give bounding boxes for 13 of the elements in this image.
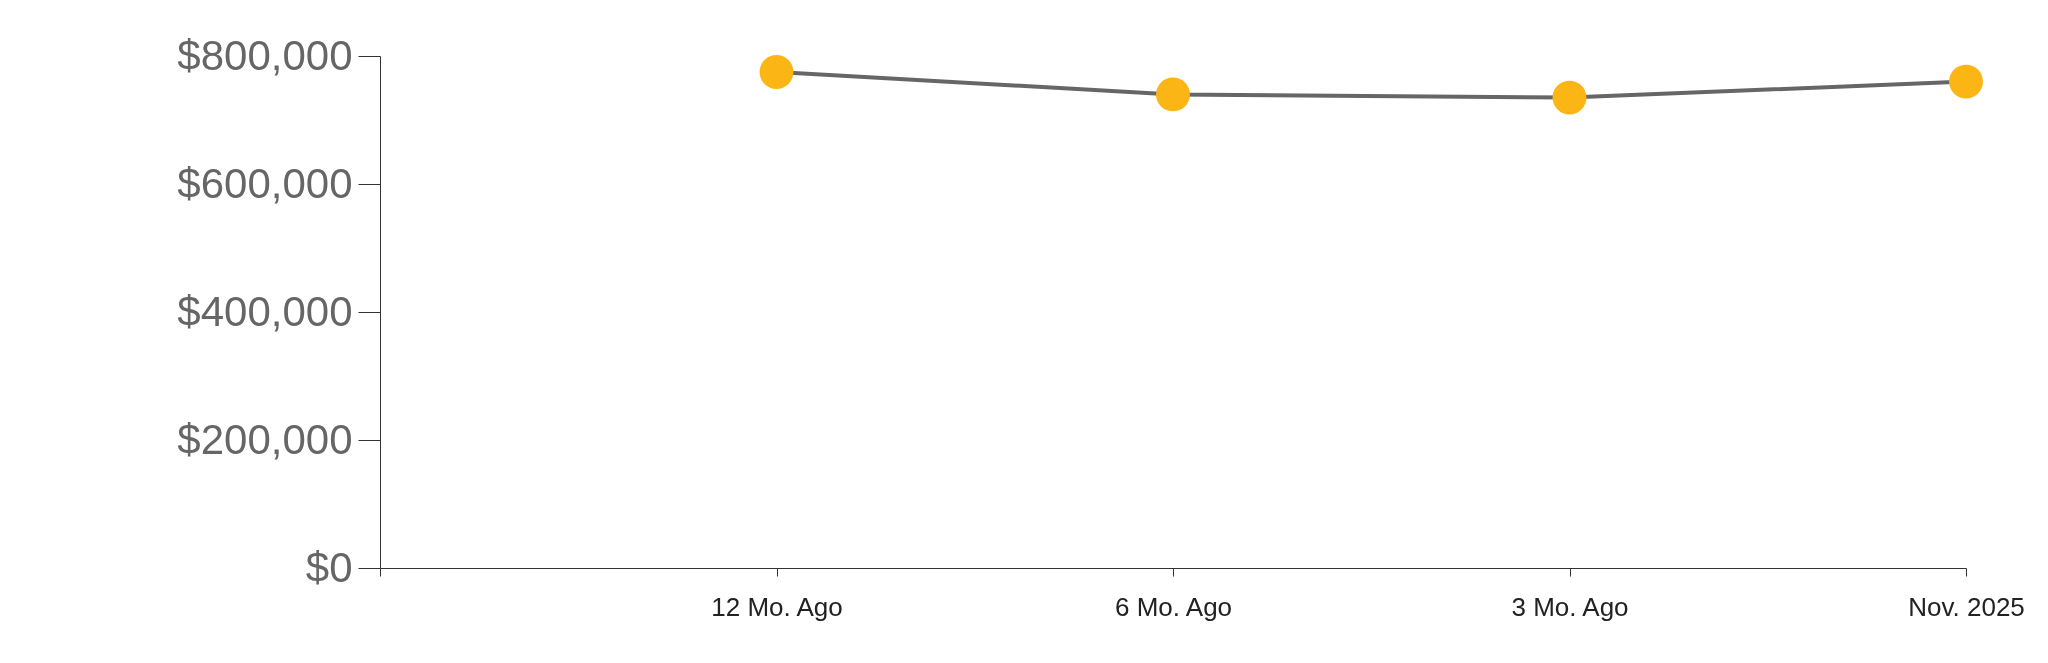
y-tick-label: $800,000 [177, 31, 353, 79]
point [759, 55, 794, 89]
y-tick-label: $600,000 [177, 159, 353, 207]
point [1949, 64, 1983, 99]
x-tick-label: 12 Mo. Ago [711, 591, 843, 622]
y-tick-label: $400,000 [177, 287, 353, 335]
x-tick-label: 6 Mo. Ago [1114, 591, 1233, 622]
y-tick-label: $0 [305, 543, 353, 591]
point [1156, 77, 1190, 112]
x-tick-label: 3 Mo. Ago [1511, 591, 1629, 622]
x-tick-label: Nov. 2025 [1908, 591, 2025, 622]
point [1552, 80, 1587, 115]
y-tick-label: $200,000 [177, 415, 353, 463]
